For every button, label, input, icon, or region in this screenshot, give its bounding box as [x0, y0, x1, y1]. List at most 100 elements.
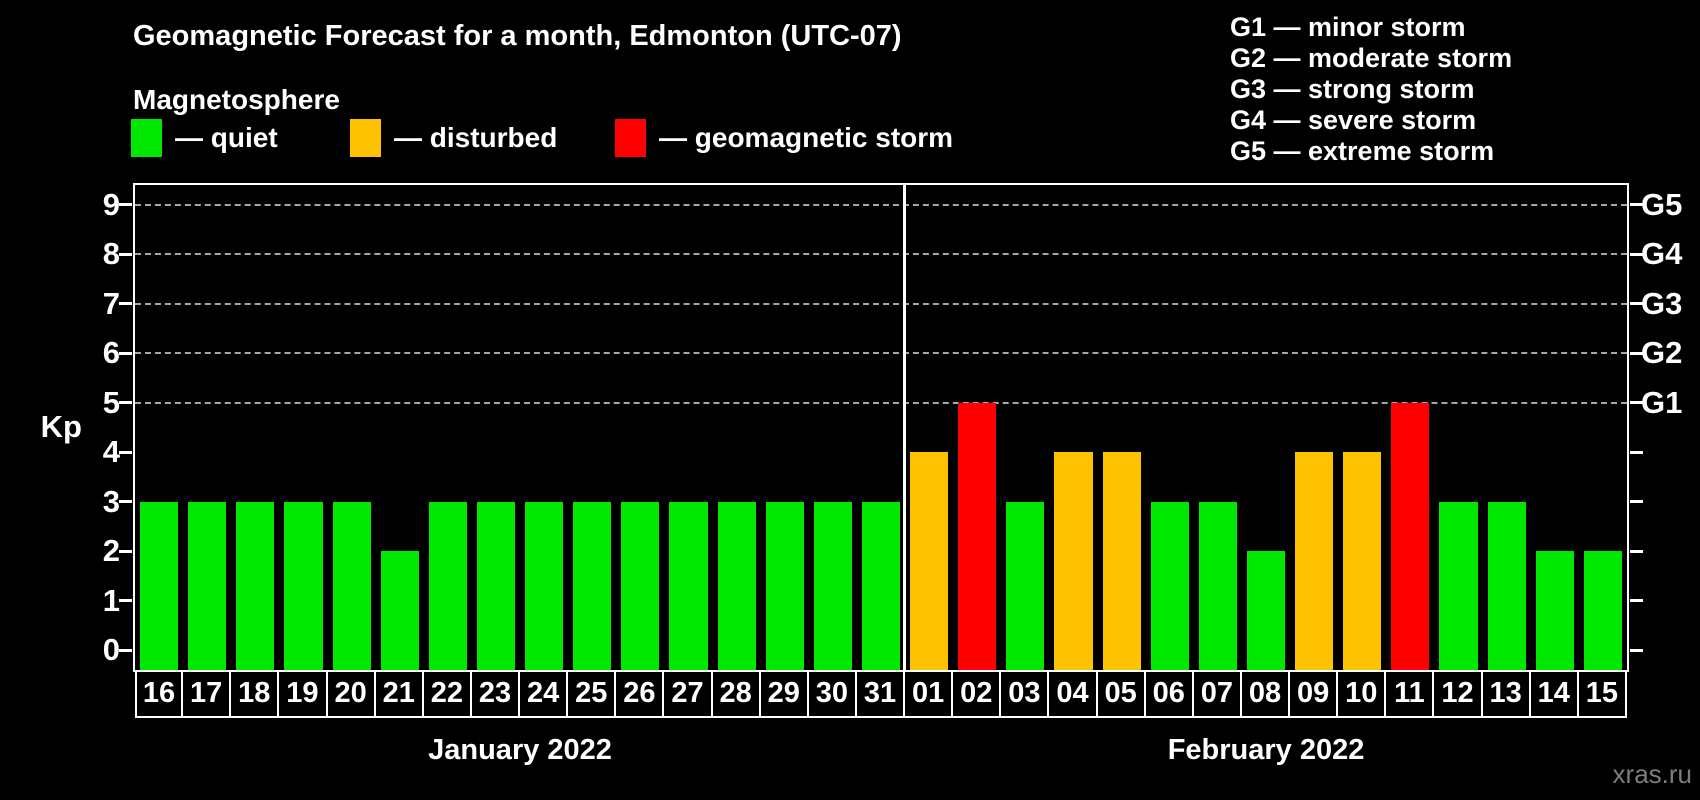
kp-bar-day-28: [717, 501, 756, 670]
kp-tick-right-1: [1630, 599, 1643, 603]
gridline-kp-5: [135, 401, 1627, 404]
kp-bar-day-25: [573, 501, 612, 670]
plot-area: Kp 0 1 2 3 4 5 6 7 8 9 G1 G2 G3 G4 G5: [41, 183, 1682, 672]
day-label-05: 05: [1095, 670, 1146, 718]
day-label-31: 31: [854, 670, 906, 718]
day-label-08: 08: [1239, 670, 1291, 718]
kp-bar-day-17: [188, 501, 227, 670]
kp-tick-right-7: [1630, 302, 1643, 306]
kp-bar-day-08: [1246, 551, 1286, 670]
kp-bar-day-16: [140, 501, 179, 670]
kp-bar-day-30: [813, 501, 852, 670]
legend-swatch-disturbed: [350, 119, 381, 157]
kp-tick-label-0: 0: [102, 632, 120, 668]
gridline-kp-6: [135, 352, 1627, 355]
day-label-09: 09: [1288, 670, 1339, 718]
kp-bar-day-14: [1535, 551, 1574, 670]
day-label-13: 13: [1480, 670, 1531, 718]
day-label-22: 22: [421, 670, 472, 718]
day-label-02: 02: [951, 670, 1002, 718]
g-axis-label-G4: G4: [1641, 236, 1683, 272]
kp-bar-day-10: [1343, 452, 1382, 670]
kp-tick-left-4: [119, 450, 132, 454]
kp-tick-left-2: [119, 549, 132, 553]
kp-bar-day-09: [1295, 452, 1334, 670]
g-axis-label-G5: G5: [1641, 186, 1683, 222]
g-legend-line-1: G1 — minor storm: [1230, 12, 1466, 42]
kp-bar-day-24: [525, 501, 564, 670]
kp-tick-right-9: [1630, 203, 1643, 207]
day-label-04: 04: [1047, 670, 1098, 718]
day-label-14: 14: [1528, 670, 1579, 718]
day-label-27: 27: [662, 670, 713, 718]
day-label-07: 07: [1191, 670, 1242, 718]
day-label-16: 16: [135, 670, 184, 718]
g-legend-line-5: G5 — extreme storm: [1230, 136, 1495, 166]
month-label-february: February 2022: [1167, 734, 1365, 766]
kp-bar-day-26: [621, 501, 660, 670]
day-label-24: 24: [518, 670, 569, 718]
g-legend-line-3: G3 — strong storm: [1230, 74, 1475, 104]
day-label-26: 26: [614, 670, 665, 718]
kp-bar-day-20: [332, 501, 371, 670]
legend-item-quiet: — quiet: [131, 119, 278, 157]
day-label-21: 21: [373, 670, 424, 718]
kp-tick-label-4: 4: [102, 434, 120, 470]
day-label-03: 03: [999, 670, 1050, 718]
gridline-kp-7: [135, 302, 1627, 305]
day-label-23: 23: [469, 670, 521, 718]
month-separator-line: [903, 185, 907, 670]
day-label-12: 12: [1432, 670, 1483, 718]
day-label-15: 15: [1576, 670, 1627, 718]
legend-item-storm: — geomagnetic storm: [615, 119, 953, 157]
month-labels: January 2022 February 2022: [135, 734, 1627, 770]
day-label-01: 01: [903, 670, 954, 718]
kp-tick-right-6: [1630, 351, 1643, 355]
kp-tick-right-4: [1630, 450, 1643, 454]
day-label-28: 28: [710, 670, 761, 718]
kp-tick-left-6: [119, 351, 132, 355]
kp-bar-day-05: [1102, 452, 1141, 670]
kp-bar-day-11: [1391, 402, 1430, 670]
kp-bar-day-23: [476, 501, 516, 670]
kp-bar-day-21: [380, 551, 419, 670]
kp-bar-day-01: [910, 452, 949, 670]
g-scale-legend: G1 — minor storm G2 — moderate storm G3 — …: [1230, 12, 1512, 167]
kp-tick-label-3: 3: [102, 483, 120, 519]
legend-swatch-quiet: [131, 119, 162, 157]
day-label-17: 17: [181, 670, 232, 718]
kp-tick-left-9: [119, 203, 132, 207]
gridline-kp-9: [135, 203, 1627, 206]
kp-bar-day-19: [284, 501, 323, 670]
kp-bar-day-29: [765, 501, 804, 670]
kp-bar-day-22: [428, 501, 467, 670]
day-label-18: 18: [229, 670, 280, 718]
kp-tick-left-0: [119, 648, 132, 652]
kp-tick-right-8: [1630, 252, 1643, 256]
day-label-06: 06: [1143, 670, 1194, 718]
kp-tick-label-1: 1: [102, 582, 120, 618]
chart-title: Geomagnetic Forecast for a month, Edmont…: [133, 20, 902, 52]
kp-bar-day-27: [669, 501, 708, 670]
legend-label-quiet: — quiet: [175, 122, 278, 153]
kp-tick-label-2: 2: [102, 533, 120, 569]
g-axis-label-G2: G2: [1641, 335, 1683, 371]
watermark: xras.ru: [1612, 759, 1692, 789]
kp-tick-label-9: 9: [102, 186, 120, 222]
month-label-january: January 2022: [428, 734, 612, 766]
kp-tick-label-7: 7: [102, 285, 120, 321]
kp-bar-day-13: [1487, 501, 1526, 670]
kp-bar-day-04: [1054, 452, 1093, 670]
legend-swatch-storm: [615, 119, 646, 157]
kp-tick-right-2: [1630, 549, 1643, 553]
kp-tick-right-3: [1630, 500, 1643, 504]
kp-bar-day-02: [958, 402, 997, 670]
gridline-kp-8: [135, 253, 1627, 256]
kp-tick-left-3: [119, 500, 132, 504]
kp-tick-label-6: 6: [102, 335, 120, 371]
kp-bar-day-07: [1198, 501, 1237, 670]
day-label-29: 29: [758, 670, 809, 718]
g-axis-label-G3: G3: [1641, 285, 1683, 321]
legend-label-storm: — geomagnetic storm: [659, 122, 954, 153]
